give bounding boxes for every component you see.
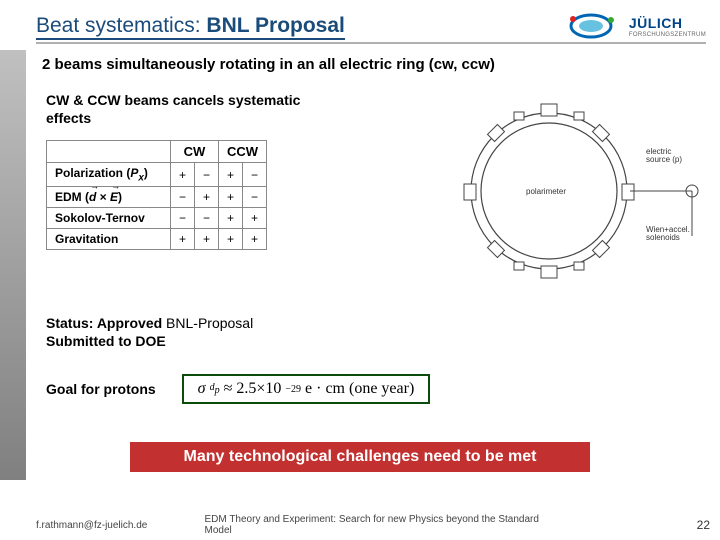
left-gradient-bar (0, 50, 26, 480)
juelich-logo-text: JÜLICH FORSCHUNGSZENTRUM (629, 15, 706, 38)
svg-text:source (p): source (p) (646, 155, 682, 164)
row-label-polarization: Polarization (Px) (47, 163, 171, 187)
header: Beat systematics: BNL Proposal JÜLICH FO… (36, 10, 706, 44)
units: e · cm (one year) (305, 380, 414, 398)
status-block: Status: Approved BNL-Proposal Submitted … (46, 314, 253, 350)
footer: f.rathmann@fz-juelich.de EDM Theory and … (36, 518, 710, 532)
slide-title: Beat systematics: BNL Proposal (36, 14, 345, 38)
logo-sub: FORSCHUNGSZENTRUM (629, 32, 706, 38)
title-prefix: Beat systematics: (36, 14, 201, 37)
goal-label: Goal for protons (46, 381, 156, 397)
row-label-edm: EDM (d × E) (47, 187, 171, 208)
status-line1b: BNL-Proposal (166, 315, 253, 331)
juelich-logo: JÜLICH FORSCHUNGSZENTRUM (567, 12, 706, 40)
table-row: Sokolov-Ternov − − + + (47, 208, 267, 229)
footer-title: EDM Theory and Experiment: Search for ne… (205, 514, 542, 536)
page-number: 22 (697, 518, 710, 532)
svg-text:polarimeter: polarimeter (526, 187, 566, 196)
table-cell: + (219, 163, 243, 187)
table-group-cw: CW (171, 141, 219, 163)
logo-name: JÜLICH (629, 15, 683, 31)
table-row: Polarization (Px) + − + − (47, 163, 267, 187)
table-cell: − (171, 208, 195, 229)
table-cell: − (243, 187, 267, 208)
table-cell: − (195, 208, 219, 229)
row-label-gravitation: Gravitation (47, 229, 171, 250)
row-label-sokolov: Sokolov-Ternov (47, 208, 171, 229)
table-cell: + (243, 208, 267, 229)
juelich-logo-mark (567, 12, 623, 40)
approx: ≈ (224, 380, 233, 398)
table-cell: + (243, 229, 267, 250)
table-cell: + (219, 208, 243, 229)
table-cell: + (195, 187, 219, 208)
table-cell: + (219, 229, 243, 250)
table-cell: − (171, 187, 195, 208)
callout-banner: Many technological challenges need to be… (130, 442, 590, 472)
table-row: Gravitation + + + + (47, 229, 267, 250)
title-bold: BNL Proposal (206, 14, 344, 37)
coeff: 2.5×10 (236, 380, 281, 398)
sigma-sub-p: p (215, 385, 220, 396)
exp: −29 (285, 384, 301, 395)
table-group-ccw: CCW (219, 141, 267, 163)
table-cell: − (195, 163, 219, 187)
status-line2: Submitted to DOE (46, 333, 166, 349)
table-cell: − (243, 163, 267, 187)
goal-row: Goal for protons σdp ≈ 2.5×10−29 e · cm … (46, 374, 430, 404)
table-cell: + (219, 187, 243, 208)
sigma: σ (198, 380, 206, 398)
cancel-text: CW & CCW beams cancels systematic effect… (46, 92, 346, 127)
table-corner (47, 141, 171, 163)
ring-diagram: electric source (p) Wien+accel. solenoid… (434, 86, 704, 296)
table-cell: + (171, 163, 195, 187)
status-line1a: Status: Approved (46, 315, 162, 331)
systematics-table: CW CCW Polarization (Px) + − + − EDM (d … (46, 140, 267, 250)
table-cell: + (195, 229, 219, 250)
footer-email: f.rathmann@fz-juelich.de (36, 520, 147, 531)
goal-formula-box: σdp ≈ 2.5×10−29 e · cm (one year) (182, 374, 431, 404)
table-row: EDM (d × E) − + + − (47, 187, 267, 208)
subtitle: 2 beams simultaneously rotating in an al… (42, 56, 495, 73)
svg-text:solenoids: solenoids (646, 233, 680, 242)
table-cell: + (171, 229, 195, 250)
